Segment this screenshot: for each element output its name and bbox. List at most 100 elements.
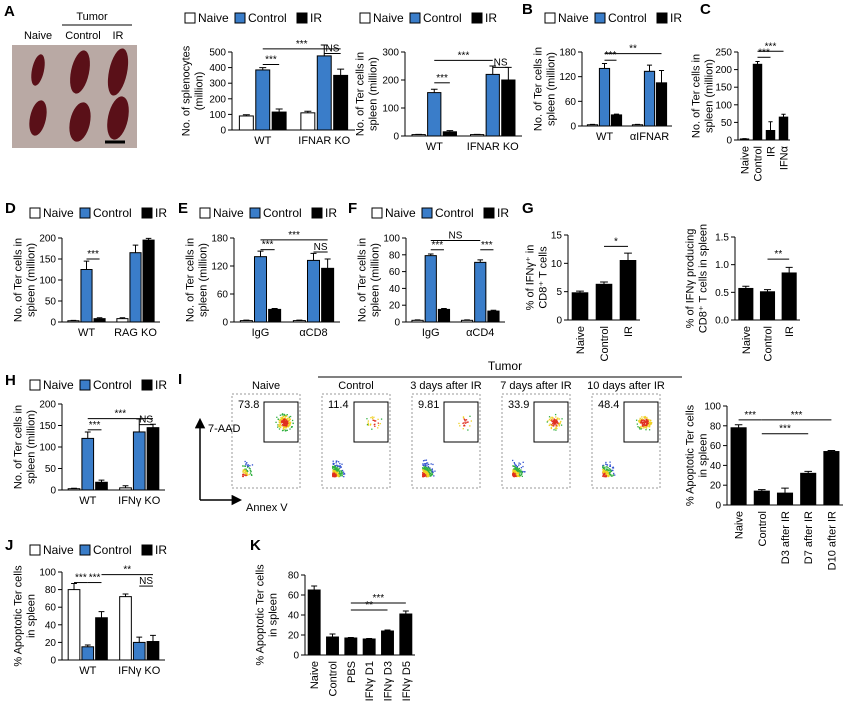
bar: [781, 272, 797, 321]
panel-label: C: [700, 1, 711, 18]
flow-dot: [603, 468, 606, 470]
flow-dot: [247, 464, 249, 466]
panel-label: G: [522, 200, 534, 217]
flow-group-title: Tumor: [488, 359, 522, 373]
flow-dot: [516, 465, 519, 468]
flow-dot: [513, 473, 515, 476]
legend-label: Naive: [43, 206, 74, 220]
significance-label: ***: [481, 240, 493, 251]
y-axis-label: No. of Ter cells in: [185, 238, 197, 322]
flow-dot: [650, 422, 653, 424]
y-tick-label: 150: [715, 83, 732, 94]
flow-dot: [340, 466, 342, 468]
flow-dot: [425, 469, 427, 471]
flow-dot: [642, 421, 644, 423]
flow-dot: [649, 424, 651, 426]
flow-dot: [645, 418, 647, 420]
x-tick-label: IR: [623, 326, 635, 337]
bar: [321, 267, 335, 323]
y-tick-label: 20: [710, 481, 722, 492]
legend-swatch: [483, 207, 495, 219]
flow-dot: [426, 471, 428, 473]
y-tick-label: 0: [556, 316, 562, 327]
y-tick-label: 400: [209, 63, 226, 74]
flow-dot: [242, 471, 244, 473]
flow-dot: [279, 423, 281, 425]
flow-dot: [434, 470, 436, 472]
flow-dot: [341, 463, 343, 465]
flow-dot: [603, 469, 605, 472]
bar: [81, 437, 95, 491]
flow-dot: [283, 427, 285, 429]
flow-dot: [429, 467, 431, 469]
y-axis-label: No. of Ter cells in: [13, 405, 25, 489]
flow-dot: [338, 465, 340, 468]
bar: [146, 641, 160, 661]
y-tick-label: 0: [50, 486, 56, 497]
flow-dot: [367, 424, 370, 426]
flow-dot: [288, 422, 290, 425]
error-bar: [150, 634, 156, 642]
flow-dot: [335, 473, 337, 475]
bar: [271, 111, 287, 131]
flow-dot: [553, 424, 555, 426]
y-tick-label: 50: [45, 464, 57, 475]
flow-dot: [516, 467, 519, 469]
flow-dot: [606, 473, 608, 475]
flow-dot: [641, 421, 644, 424]
flow-dot: [425, 468, 428, 470]
significance-label: NS: [494, 57, 508, 68]
photo-label: IR: [113, 30, 124, 42]
legend-swatch: [79, 207, 91, 219]
y-tick-label: 100: [704, 402, 721, 413]
bar: [631, 124, 644, 127]
flow-dot: [277, 424, 279, 426]
flow-dot: [513, 470, 515, 472]
flow-dot: [242, 475, 244, 477]
flow-dot: [278, 424, 280, 426]
flow-dot: [336, 471, 338, 473]
flow-dot: [645, 429, 647, 431]
y-tick-label: 180: [559, 48, 576, 59]
x-tick-label: Control: [328, 661, 340, 696]
flow-dot: [288, 421, 290, 423]
flow-dot: [641, 416, 643, 418]
flow-dot: [603, 471, 605, 473]
flow-dot: [367, 420, 370, 422]
flow-dot: [602, 466, 604, 469]
significance-label: **: [774, 249, 782, 260]
flow-dot: [513, 475, 515, 477]
flow-dot: [332, 474, 334, 476]
error-bar: [430, 88, 438, 93]
y-tick-label: 100: [39, 276, 56, 287]
flow-dot: [645, 423, 647, 426]
flow-dot: [244, 468, 246, 470]
flow-dot: [612, 474, 614, 477]
flow-dot: [612, 469, 614, 472]
bar: [501, 79, 516, 137]
flow-dot: [288, 419, 290, 421]
flow-dot: [288, 419, 291, 421]
error-bar: [441, 308, 447, 310]
flow-dot: [607, 472, 609, 475]
flow-dot: [334, 468, 337, 471]
flow-dot: [553, 422, 555, 424]
flow-dot: [609, 468, 611, 471]
flow-dot: [423, 466, 426, 469]
flow-dot: [377, 418, 379, 421]
flow-dot: [374, 423, 376, 425]
flow-dot: [337, 473, 339, 476]
flow-dot: [602, 475, 604, 477]
flow-dot: [280, 420, 283, 422]
flow-dot: [642, 419, 644, 422]
significance-label: ***: [791, 410, 803, 421]
bar: [442, 131, 457, 137]
bar: [485, 73, 500, 137]
x-tick-label: IgG: [422, 327, 440, 339]
y-axis-label: No. of Ter cells in: [357, 238, 369, 322]
y-tick-label: 0: [570, 122, 576, 133]
flow-dot: [334, 466, 336, 468]
flow-dot: [644, 415, 646, 418]
error-bar: [742, 285, 750, 289]
flow-dot: [341, 470, 343, 473]
